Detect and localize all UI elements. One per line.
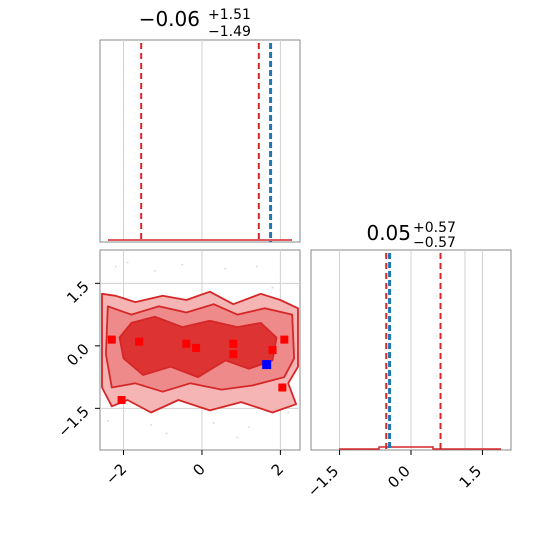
- bottom-right-title-value: 0.05: [366, 221, 411, 245]
- background-point: [255, 265, 258, 268]
- background-point: [248, 426, 251, 429]
- background-point: [165, 432, 168, 435]
- panel-bottom-left: −2 0 2 1.5 0.0 −1.5: [54, 249, 301, 488]
- sample-point: [268, 346, 277, 354]
- top-left-title-plus: +1.51: [208, 7, 251, 23]
- bottom-left-ytick-label: 1.5: [63, 277, 93, 307]
- bottom-left-xtick-label: 2: [268, 460, 287, 479]
- background-point: [224, 267, 227, 270]
- background-point: [149, 424, 152, 426]
- bottom-left-ytick-label: 0.0: [63, 340, 93, 370]
- panel-top-left: −0.06 +1.51 −1.49: [99, 7, 301, 243]
- sample-point: [107, 335, 116, 344]
- sample-point: [182, 339, 191, 348]
- bottom-right-title-minus: −0.57: [413, 235, 456, 251]
- background-point: [126, 261, 129, 264]
- background-point: [236, 436, 239, 439]
- background-point: [212, 421, 215, 424]
- background-point: [114, 265, 117, 268]
- top-left-title: −0.06: [139, 7, 200, 31]
- background-point: [271, 286, 274, 289]
- bottom-right-histogram-line: [339, 446, 501, 450]
- sample-point: [192, 343, 201, 352]
- sample-point: [229, 350, 238, 359]
- bottom-left-xtick-label: 0: [189, 460, 208, 479]
- background-point: [181, 263, 184, 266]
- sample-point: [280, 335, 289, 344]
- truth-point: [262, 360, 272, 370]
- background-point: [106, 419, 109, 422]
- sample-point: [117, 396, 126, 404]
- bottom-left-xtick-label: −2: [102, 460, 130, 488]
- sample-point: [278, 383, 287, 392]
- top-left-frame: [99, 39, 301, 243]
- bottom-right-xtick-label: 0.0: [384, 462, 414, 492]
- background-point: [279, 274, 282, 276]
- panel-bottom-right: 0.05 +0.57 −0.57 −1.5 0.0 1.5: [304, 220, 512, 501]
- bottom-right-xtick-label: 1.5: [456, 462, 486, 492]
- top-left-title-minus: −1.49: [208, 24, 251, 40]
- background-point: [122, 411, 125, 414]
- sample-point: [229, 339, 238, 348]
- background-point: [287, 411, 290, 414]
- bottom-right-xtick-label: −1.5: [304, 462, 342, 500]
- top-left-title-value: −0.06: [139, 7, 200, 31]
- background-point: [153, 269, 156, 272]
- bottom-right-title-plus: +0.57: [413, 220, 456, 236]
- bottom-left-ytick-label: −1.5: [54, 402, 92, 440]
- sample-point: [135, 337, 144, 346]
